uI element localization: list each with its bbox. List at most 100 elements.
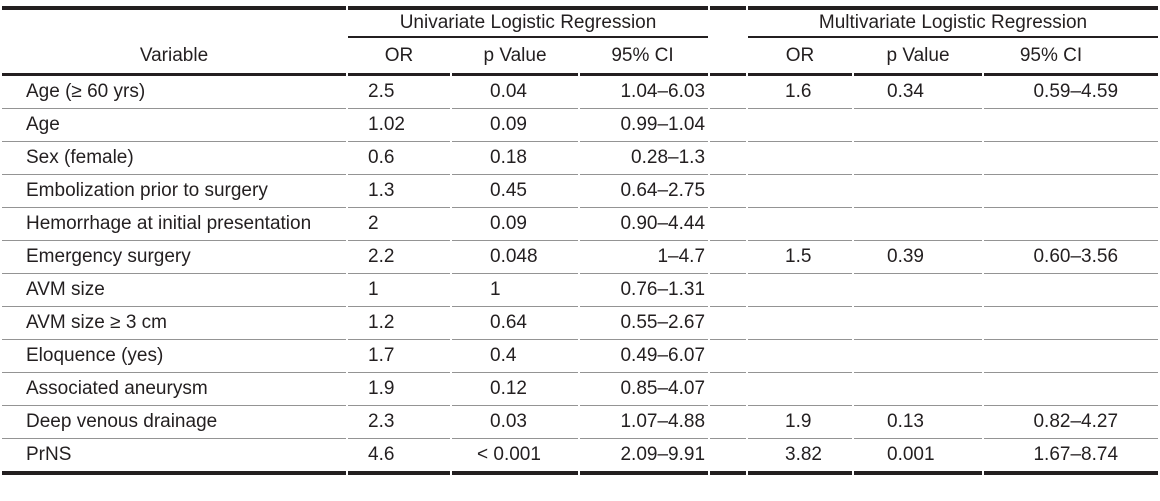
cell-gutter xyxy=(710,241,747,274)
cell-uni-ci: 1–4.7 xyxy=(580,241,709,274)
cell-multi-pvalue xyxy=(854,307,983,340)
cell-variable: Eloquence (yes) xyxy=(2,340,346,373)
table-row: Sex (female) 0.6 0.18 0.28–1.3 xyxy=(2,142,1159,175)
cell-multi-ci xyxy=(984,142,1159,175)
cell-uni-ci: 0.49–6.07 xyxy=(580,340,709,373)
cell-multi-ci xyxy=(984,307,1159,340)
cell-uni-ci: 0.64–2.75 xyxy=(580,175,709,208)
cell-multi-or xyxy=(748,142,853,175)
multi-or-column-header: OR xyxy=(748,38,853,76)
cell-uni-pvalue: 0.09 xyxy=(452,208,578,241)
cell-uni-pvalue: 1 xyxy=(452,274,578,307)
cell-multi-ci xyxy=(984,274,1159,307)
cell-multi-pvalue: 0.001 xyxy=(854,439,983,475)
header-gutter xyxy=(710,38,747,76)
cell-multi-ci xyxy=(984,208,1159,241)
cell-multi-pvalue xyxy=(854,340,983,373)
group-header-row: Univariate Logistic Regression Multivari… xyxy=(2,6,1159,38)
cell-multi-pvalue xyxy=(854,373,983,406)
cell-multi-or: 1.6 xyxy=(748,76,853,109)
cell-gutter xyxy=(710,208,747,241)
table-row: Hemorrhage at initial presentation 2 0.09 0… xyxy=(2,208,1159,241)
cell-variable: PrNS xyxy=(2,439,346,475)
table-row: AVM size 1 1 0.76–1.31 xyxy=(2,274,1159,307)
cell-gutter xyxy=(710,373,747,406)
cell-uni-pvalue: 0.048 xyxy=(452,241,578,274)
cell-uni-pvalue: 0.64 xyxy=(452,307,578,340)
cell-multi-or: 3.82 xyxy=(748,439,853,475)
cell-uni-pvalue: 0.12 xyxy=(452,373,578,406)
cell-multi-ci: 0.82–4.27 xyxy=(984,406,1159,439)
variable-column-header: Variable xyxy=(2,38,346,76)
cell-variable: Emergency surgery xyxy=(2,241,346,274)
cell-uni-or: 1 xyxy=(348,274,450,307)
table-row: PrNS 4.6 < 0.001 2.09–9.91 3.82 0.001 1.67–8.7… xyxy=(2,439,1159,475)
cell-uni-pvalue: 0.03 xyxy=(452,406,578,439)
column-header-row: Variable OR p Value 95% CI OR p Value 95… xyxy=(2,38,1159,76)
table-row: Age 1.02 0.09 0.99–1.04 xyxy=(2,109,1159,142)
cell-uni-ci: 0.99–1.04 xyxy=(580,109,709,142)
uni-pvalue-column-header: p Value xyxy=(452,38,578,76)
table-row: Age (≥ 60 yrs) 2.5 0.04 1.04–6.03 1.6 0.34 0.5… xyxy=(2,76,1159,109)
cell-uni-or: 1.9 xyxy=(348,373,450,406)
cell-uni-ci: 0.28–1.3 xyxy=(580,142,709,175)
cell-uni-or: 1.02 xyxy=(348,109,450,142)
uni-or-column-header: OR xyxy=(348,38,450,76)
cell-uni-ci: 0.76–1.31 xyxy=(580,274,709,307)
cell-uni-or: 2 xyxy=(348,208,450,241)
cell-uni-or: 1.3 xyxy=(348,175,450,208)
cell-multi-or xyxy=(748,208,853,241)
cell-uni-or: 1.7 xyxy=(348,340,450,373)
cell-uni-ci: 0.85–4.07 xyxy=(580,373,709,406)
cell-multi-ci xyxy=(984,373,1159,406)
cell-multi-or: 1.5 xyxy=(748,241,853,274)
cell-multi-pvalue: 0.34 xyxy=(854,76,983,109)
cell-multi-or xyxy=(748,307,853,340)
cell-multi-pvalue: 0.13 xyxy=(854,406,983,439)
cell-multi-pvalue: 0.39 xyxy=(854,241,983,274)
table-row: Eloquence (yes) 1.7 0.4 0.49–6.07 xyxy=(2,340,1159,373)
cell-uni-ci: 2.09–9.91 xyxy=(580,439,709,475)
cell-uni-or: 2.2 xyxy=(348,241,450,274)
cell-multi-ci: 0.60–3.56 xyxy=(984,241,1159,274)
cell-multi-ci xyxy=(984,340,1159,373)
cell-gutter xyxy=(710,307,747,340)
multi-ci-column-header: 95% CI xyxy=(984,38,1159,76)
cell-gutter xyxy=(710,439,747,475)
cell-variable: Deep venous drainage xyxy=(2,406,346,439)
cell-variable: Hemorrhage at initial presentation xyxy=(2,208,346,241)
table-row: Embolization prior to surgery 1.3 0.45 0.64… xyxy=(2,175,1159,208)
table-row: Deep venous drainage 2.3 0.03 1.07–4.88 1.9 0… xyxy=(2,406,1159,439)
cell-uni-ci: 1.07–4.88 xyxy=(580,406,709,439)
cell-uni-pvalue: 0.45 xyxy=(452,175,578,208)
variable-group-spacer xyxy=(2,6,346,38)
cell-variable: Associated aneurysm xyxy=(2,373,346,406)
multi-pvalue-column-header: p Value xyxy=(854,38,983,76)
cell-variable: AVM size xyxy=(2,274,346,307)
cell-variable: Age (≥ 60 yrs) xyxy=(2,76,346,109)
cell-gutter xyxy=(710,175,747,208)
univariate-group-header: Univariate Logistic Regression xyxy=(348,6,709,38)
cell-uni-or: 1.2 xyxy=(348,307,450,340)
cell-variable: AVM size ≥ 3 cm xyxy=(2,307,346,340)
cell-uni-or: 4.6 xyxy=(348,439,450,475)
cell-gutter xyxy=(710,340,747,373)
cell-multi-or xyxy=(748,175,853,208)
table-row: Emergency surgery 2.2 0.048 1–4.7 1.5 0.39 0.6… xyxy=(2,241,1159,274)
cell-multi-pvalue xyxy=(854,274,983,307)
cell-uni-or: 2.5 xyxy=(348,76,450,109)
cell-multi-or xyxy=(748,340,853,373)
table-body: Age (≥ 60 yrs) 2.5 0.04 1.04–6.03 1.6 0.34 0.5… xyxy=(2,76,1159,475)
cell-gutter xyxy=(710,274,747,307)
cell-variable: Sex (female) xyxy=(2,142,346,175)
cell-multi-or xyxy=(748,274,853,307)
cell-multi-pvalue xyxy=(854,142,983,175)
cell-gutter xyxy=(710,142,747,175)
logistic-regression-table: Univariate Logistic Regression Multivari… xyxy=(0,6,1160,475)
cell-uni-ci: 0.55–2.67 xyxy=(580,307,709,340)
cell-multi-or xyxy=(748,373,853,406)
cell-multi-ci xyxy=(984,109,1159,142)
group-gutter xyxy=(710,6,747,38)
cell-variable: Embolization prior to surgery xyxy=(2,175,346,208)
cell-uni-or: 2.3 xyxy=(348,406,450,439)
